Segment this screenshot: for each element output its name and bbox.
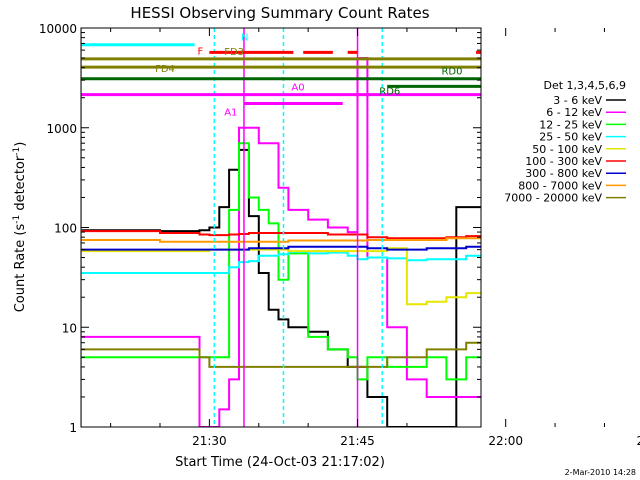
series-line-2: [81, 142, 481, 381]
legend-label-3: 25 - 50 keV: [539, 131, 602, 144]
series-line-4: [81, 247, 481, 306]
legend-label-4: 50 - 100 keV: [532, 143, 602, 156]
series-line-6: [81, 245, 481, 259]
state-label-a0: A0: [291, 83, 304, 94]
legend-label-5: 100 - 300 keV: [525, 155, 602, 168]
legend-title: Det 1,3,4,5,6,9: [543, 79, 626, 92]
timestamp: 2-Mar-2010 14:28: [565, 468, 636, 477]
y-tick-label: 10000: [39, 22, 77, 36]
series-line-1: [81, 57, 481, 427]
y-tick-label: 10: [62, 321, 77, 335]
x-tick-label: 22:15: [637, 434, 640, 448]
x-axis-label: Start Time (24-Oct-03 21:17:02): [175, 455, 385, 470]
state-label-f: F: [198, 46, 204, 57]
y-tick-label: 1000: [46, 122, 77, 136]
state-label-rd6: RD6: [379, 86, 400, 97]
legend-label-8: 7000 - 20000 keV: [504, 192, 602, 205]
y-tick-label: 1: [69, 421, 77, 435]
series-line-3: [81, 250, 481, 274]
state-label-rd0: RD0: [441, 67, 462, 78]
state-label-fd3: FD3: [224, 47, 244, 58]
legend-label-6: 300 - 800 keV: [525, 167, 602, 180]
series-line-8: [81, 341, 481, 368]
state-label-a1: A1: [224, 108, 237, 119]
series-line-5: [81, 230, 481, 241]
legend-label-2: 12 - 25 keV: [539, 118, 602, 131]
legend-label-7: 800 - 7000 keV: [518, 179, 602, 192]
legend-label-0: 3 - 6 keV: [553, 94, 602, 107]
y-axis-label: Count Rate (s-1 detector-1): [12, 142, 28, 313]
state-label-fd4: FD4: [155, 64, 175, 75]
axes: NFFD3FD4RD0RD6A0A121:3021:4522:0022:1522…: [39, 22, 640, 448]
x-tick-label: 21:45: [340, 434, 375, 448]
x-tick-label: 21:30: [192, 434, 227, 448]
legend-label-1: 6 - 12 keV: [546, 106, 602, 119]
y-tick-label: 100: [54, 222, 77, 236]
x-tick-label: 22:00: [488, 434, 523, 448]
state-label-n: N: [241, 33, 248, 44]
state-flags: [81, 28, 481, 427]
chart-title: HESSI Observing Summary Count Rates: [130, 4, 429, 22]
series-line-7: [81, 237, 481, 255]
